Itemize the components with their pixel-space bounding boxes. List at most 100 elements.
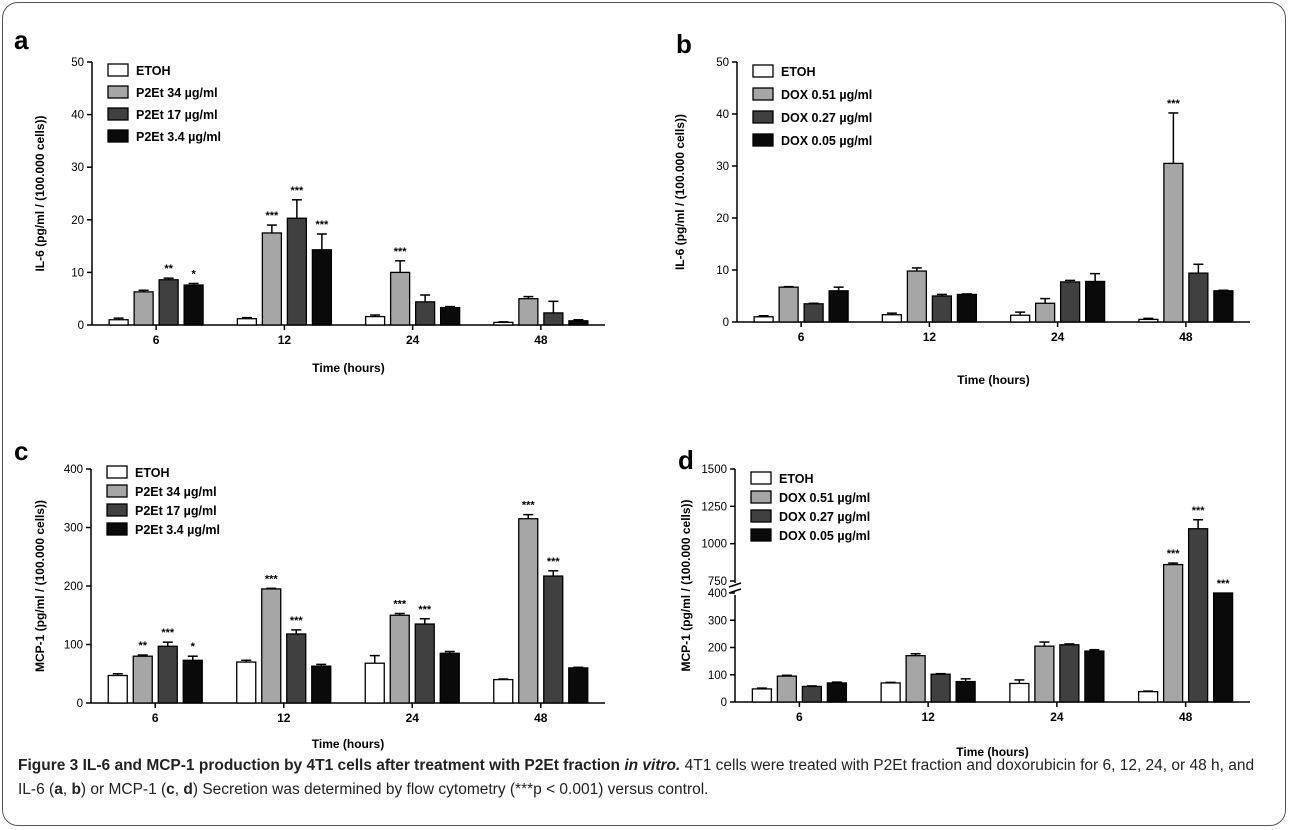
- significance-mark: ***: [315, 219, 329, 231]
- y-tick-label: 20: [71, 215, 84, 227]
- y-tick-label: 10: [71, 267, 84, 279]
- caption-ref-a: a: [54, 781, 63, 798]
- caption-ref-b: b: [71, 781, 81, 798]
- bar-d-24-s1: [1034, 645, 1055, 703]
- significance-mark: ***: [265, 210, 279, 222]
- significance-mark: ***: [290, 185, 304, 197]
- legend-swatch: [750, 471, 772, 485]
- significance-mark: ***: [161, 627, 175, 639]
- bar-c-48-s1: [518, 518, 539, 704]
- bar-a-48-s3: [568, 320, 589, 326]
- caption-title: Figure 3 IL-6 and MCP-1 production by 4T…: [18, 757, 681, 774]
- legend-swatch: [107, 107, 129, 121]
- legend-swatch: [106, 522, 128, 536]
- significance-mark: *: [191, 641, 196, 653]
- y-axis-label: IL-6 (pg/ml / (100.000 cells)): [33, 115, 47, 271]
- x-tick-label: 12: [921, 710, 935, 724]
- x-tick-label: 48: [1179, 330, 1193, 344]
- x-tick-label: 48: [534, 711, 548, 725]
- y-tick-label: 50: [71, 57, 84, 69]
- figure-caption: Figure 3 IL-6 and MCP-1 production by 4T…: [18, 757, 1255, 798]
- legend-swatch: [750, 490, 772, 504]
- bar-b-24-s2: [1059, 281, 1081, 323]
- bar-b-24-s3: [1084, 280, 1106, 323]
- bar-a-24-s2: [414, 301, 436, 326]
- legend-swatch: [752, 64, 774, 78]
- y-tick-label: 40: [716, 109, 729, 121]
- x-axis-label: Time (hours): [312, 737, 384, 751]
- legend-label: P2Et 17 µg/ml: [135, 504, 217, 518]
- bar-b-12-s3: [956, 293, 978, 323]
- legend-label: DOX 0.05 µg/ml: [779, 529, 870, 543]
- significance-mark: ***: [265, 573, 279, 585]
- bar-a-48-s2: [543, 312, 564, 326]
- bar-b-6-s0: [753, 316, 774, 323]
- legend-swatch: [106, 465, 128, 479]
- bar-b-48-s1: [1163, 162, 1184, 323]
- bar-d-24-s2: [1059, 644, 1080, 703]
- bar-d-12-s2: [930, 673, 951, 703]
- x-tick-label: 6: [152, 711, 159, 725]
- axis-break-mark: [728, 582, 742, 588]
- y-tick-label: 400: [708, 588, 727, 600]
- significance-mark: ***: [522, 500, 536, 512]
- bar-d-48-s3: [1212, 592, 1234, 703]
- bar-b-48-s2: [1188, 272, 1209, 323]
- x-tick-label: 6: [796, 710, 803, 724]
- bar-a-6-s1: [133, 291, 154, 326]
- legend-swatch: [106, 503, 128, 517]
- bar-b-12-s0: [881, 314, 903, 323]
- bar-b-6-s1: [778, 286, 799, 323]
- bar-c-12-s3: [311, 665, 332, 704]
- caption-text-2: ) or MCP-1 (: [80, 781, 167, 798]
- legend-label: P2Et 34 µg/ml: [136, 86, 218, 100]
- x-tick-label: 6: [153, 333, 160, 347]
- legend-swatch: [107, 63, 129, 77]
- y-axis-label: IL-6 (pg/ml / (100.000 cells)): [673, 114, 687, 270]
- significance-mark: ***: [1217, 578, 1231, 590]
- caption-text-3: ) Secretion was determined by flow cytom…: [192, 781, 709, 798]
- panel-letter-a: a: [14, 25, 29, 55]
- legend-label: DOX 0.51 µg/ml: [781, 88, 872, 102]
- x-tick-label: 24: [1051, 330, 1065, 344]
- chart-panel-a: a 0 10 20 30 40 50 IL-6 (pg/ml / (100.000 cells…: [14, 25, 605, 375]
- bar-d-48-s0: [1137, 690, 1159, 703]
- legend-swatch: [750, 509, 772, 523]
- x-axis-label: Time (hours): [957, 373, 1029, 387]
- significance-mark: ***: [547, 556, 561, 568]
- bar-a-6-s2: [158, 279, 179, 326]
- legend-label: DOX 0.27 µg/ml: [781, 111, 872, 125]
- panel-letter-c: c: [14, 436, 28, 466]
- y-tick-label: 0: [723, 317, 729, 329]
- x-tick-label: 24: [406, 333, 420, 347]
- bar-c-6-s3: [182, 659, 203, 704]
- bar-c-12-s1: [261, 588, 282, 704]
- significance-mark: ***: [393, 598, 407, 610]
- y-tick-label: 300: [64, 523, 83, 535]
- panel-letter-d: d: [678, 445, 694, 475]
- y-tick-label: 40: [71, 110, 84, 122]
- bar-d-24-s0: [1009, 682, 1030, 703]
- bar-d-24-s3: [1084, 650, 1105, 703]
- significance-mark: *: [191, 268, 196, 280]
- bar-a-6-s0: [108, 319, 129, 326]
- bar-d-12-s3: [955, 680, 976, 703]
- x-tick-label: 6: [798, 330, 805, 344]
- y-tick-label: 100: [64, 640, 83, 652]
- bar-a-6-s3: [183, 284, 204, 326]
- bar-c-12-s0: [236, 661, 257, 704]
- bar-d-12-s0: [880, 682, 901, 703]
- y-tick-label: 1000: [701, 539, 727, 551]
- y-tick-label: 0: [78, 320, 84, 332]
- significance-mark: ***: [394, 246, 408, 258]
- significance-mark: ***: [1167, 98, 1181, 110]
- y-tick-label: 1250: [701, 501, 727, 513]
- chart-panel-b: b 0 10 20 30 40 50 IL-6 (pg/ml / (100.000 cells…: [673, 29, 1250, 387]
- legend-swatch: [750, 528, 772, 542]
- y-axis-label: MCP-1 (pg/ml / (100.000 cells)): [679, 499, 693, 671]
- legend-swatch: [752, 133, 774, 147]
- bar-b-6-s2: [803, 303, 824, 323]
- bar-a-24-s1: [389, 271, 411, 326]
- legend-swatch: [107, 85, 129, 99]
